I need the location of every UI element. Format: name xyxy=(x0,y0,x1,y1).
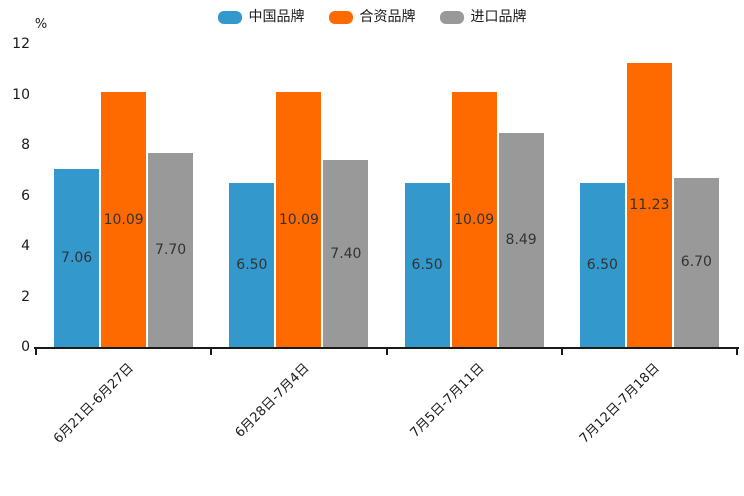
legend-item-1: 合资品牌 xyxy=(328,9,416,25)
x-tick-mark xyxy=(560,347,563,355)
bar-value-label: 8.49 xyxy=(505,231,537,248)
y-tick-label: 8 xyxy=(21,137,30,153)
bar-value-label: 6.50 xyxy=(586,256,618,273)
legend-item-label: 合资品牌 xyxy=(359,9,416,25)
bar-s1-c2 xyxy=(451,92,497,347)
legend-swatch-icon xyxy=(328,10,353,24)
bar-value-label: 6.70 xyxy=(680,254,712,271)
y-tick-label: 10 xyxy=(12,86,30,103)
bar-value-label: 7.06 xyxy=(61,249,93,266)
x-tick-mark xyxy=(385,347,388,355)
x-axis-category-label: 7月12日-7月18日 xyxy=(577,360,663,447)
bar-value-label: 10.09 xyxy=(103,211,144,228)
legend-swatch-icon xyxy=(439,10,464,24)
bar-s2-c3 xyxy=(673,177,719,347)
bar-value-label: 10.09 xyxy=(454,211,495,228)
bar-value-label: 6.50 xyxy=(236,256,268,273)
bar-s1-c1 xyxy=(276,92,322,347)
bar-s0-c2 xyxy=(404,182,450,347)
bar-s1-c0 xyxy=(101,92,147,347)
bar-value-label: 6.50 xyxy=(411,256,443,273)
bar-value-label: 10.09 xyxy=(278,211,319,228)
x-axis-category-label: 6月28日-7月4日 xyxy=(232,360,313,441)
bar-s0-c1 xyxy=(229,182,275,347)
x-tick-mark xyxy=(210,347,213,355)
x-axis-category-label: 6月21日-6月27日 xyxy=(51,360,138,447)
bar-s1-c3 xyxy=(626,63,672,347)
bar-value-label: 7.40 xyxy=(330,245,362,262)
x-axis-category-label: 7月5日-7月11日 xyxy=(407,360,488,441)
bar-value-label: 7.70 xyxy=(155,241,187,258)
bar-s0-c0 xyxy=(54,168,100,347)
x-tick-mark xyxy=(736,347,738,355)
chart-legend: 中国品牌 合资品牌 进口品牌 xyxy=(0,10,744,24)
legend-item-label: 中国品牌 xyxy=(248,9,305,25)
y-tick-label: 12 xyxy=(12,36,30,52)
y-tick-label: 2 xyxy=(21,288,30,305)
y-tick-label: 4 xyxy=(21,238,30,254)
legend-swatch-icon xyxy=(217,10,242,24)
legend-item-0: 中国品牌 xyxy=(217,9,305,25)
plot-area: 7.06 6.50 6.50 6.50 10.09 10.09 10.09 11.23 7.70… xyxy=(36,44,737,347)
y-tick-label: 6 xyxy=(21,187,30,204)
bar-s0-c3 xyxy=(579,182,625,347)
bar-s2-c2 xyxy=(498,132,544,347)
bar-s2-c0 xyxy=(148,152,194,347)
legend-item-2: 进口品牌 xyxy=(439,9,527,25)
legend-item-label: 进口品牌 xyxy=(470,9,527,25)
x-tick-mark xyxy=(35,347,37,355)
bar-s2-c1 xyxy=(323,160,369,347)
y-axis-unit-label: % xyxy=(34,17,48,32)
y-tick-label: 0 xyxy=(21,339,30,355)
bar-value-label: 11.23 xyxy=(629,197,670,214)
